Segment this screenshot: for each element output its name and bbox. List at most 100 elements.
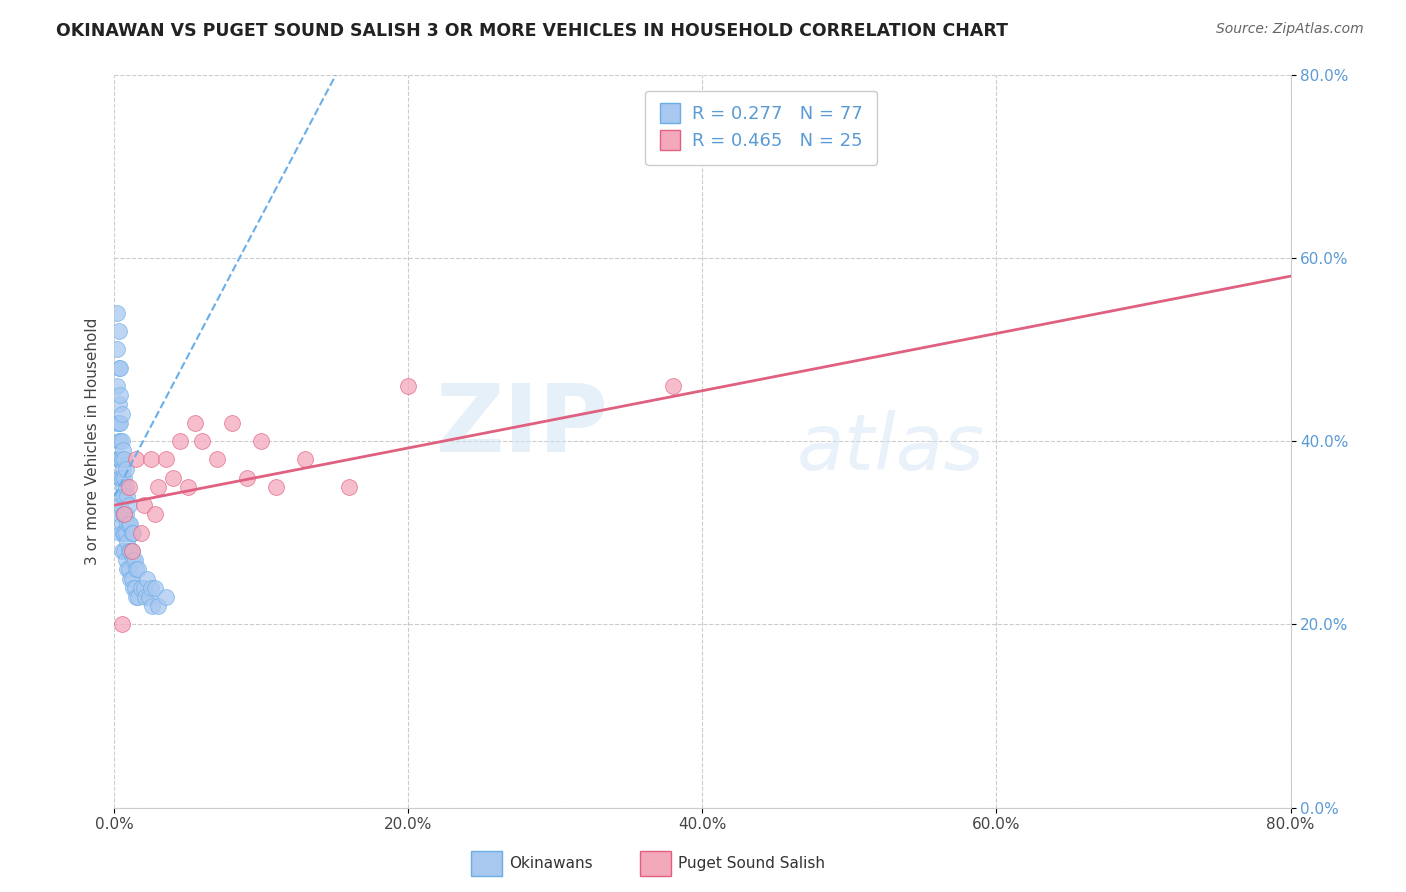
Point <box>115 461 138 475</box>
Text: Okinawans: Okinawans <box>509 856 592 871</box>
Point <box>121 544 143 558</box>
Point <box>177 480 200 494</box>
Point <box>145 508 167 522</box>
Point <box>107 471 129 485</box>
Point <box>118 562 141 576</box>
Point <box>107 416 129 430</box>
Point <box>107 324 129 338</box>
Point <box>120 544 142 558</box>
Point <box>117 516 139 531</box>
Point <box>125 590 148 604</box>
Point <box>235 471 257 485</box>
Point <box>162 471 184 485</box>
Point <box>111 461 134 475</box>
Text: Puget Sound Salish: Puget Sound Salish <box>678 856 825 871</box>
Point <box>117 489 139 503</box>
Point <box>184 416 207 430</box>
Point <box>169 434 191 449</box>
Point <box>107 434 129 449</box>
Point <box>108 525 131 540</box>
Text: OKINAWAN VS PUGET SOUND SALISH 3 OR MORE VEHICLES IN HOUSEHOLD CORRELATION CHART: OKINAWAN VS PUGET SOUND SALISH 3 OR MORE… <box>56 22 1008 40</box>
Point <box>127 590 149 604</box>
Point <box>125 562 148 576</box>
Point <box>114 544 136 558</box>
Point <box>662 379 685 393</box>
Point <box>115 480 138 494</box>
Point <box>108 388 131 402</box>
Point <box>107 508 129 522</box>
Point <box>294 452 316 467</box>
Point <box>118 498 141 512</box>
Point <box>124 553 146 567</box>
Point <box>111 525 134 540</box>
Legend: R = 0.277   N = 77, R = 0.465   N = 25: R = 0.277 N = 77, R = 0.465 N = 25 <box>645 91 877 165</box>
Point <box>129 581 152 595</box>
Point <box>132 498 155 512</box>
Y-axis label: 3 or more Vehicles in Household: 3 or more Vehicles in Household <box>86 318 100 565</box>
Point <box>115 553 138 567</box>
Text: ZIP: ZIP <box>436 380 609 473</box>
Point <box>139 452 162 467</box>
Point <box>111 508 134 522</box>
Point <box>114 508 136 522</box>
Point <box>115 525 138 540</box>
Point <box>122 581 145 595</box>
Point <box>127 562 149 576</box>
Point <box>135 572 157 586</box>
Point <box>125 452 148 467</box>
Point <box>121 525 143 540</box>
Point <box>111 480 134 494</box>
Point <box>120 572 142 586</box>
Point <box>205 452 228 467</box>
Point <box>110 516 132 531</box>
Point <box>110 489 132 503</box>
Point <box>105 379 128 393</box>
Point <box>122 553 145 567</box>
Point <box>124 581 146 595</box>
Point <box>121 572 143 586</box>
Point <box>396 379 419 393</box>
Point <box>122 525 145 540</box>
Point <box>110 617 132 632</box>
Point <box>264 480 287 494</box>
Point <box>118 544 141 558</box>
Point <box>114 471 136 485</box>
Point <box>121 544 143 558</box>
Point <box>134 590 156 604</box>
Point <box>148 480 170 494</box>
Point <box>221 416 243 430</box>
Point <box>111 443 134 458</box>
Point <box>132 581 155 595</box>
Point <box>155 452 177 467</box>
Point <box>250 434 273 449</box>
Point <box>110 452 132 467</box>
Point <box>107 452 129 467</box>
Point <box>155 590 177 604</box>
Point <box>105 343 128 357</box>
Text: atlas: atlas <box>797 410 984 486</box>
Point <box>115 508 138 522</box>
Point <box>114 508 136 522</box>
Point <box>105 452 128 467</box>
Point <box>120 516 142 531</box>
Point <box>108 452 131 467</box>
Point <box>110 407 132 421</box>
Point <box>339 480 361 494</box>
Point <box>105 416 128 430</box>
Point <box>139 581 162 595</box>
Point <box>191 434 214 449</box>
Point <box>110 544 132 558</box>
Point <box>110 434 132 449</box>
Point <box>141 599 163 613</box>
Point <box>138 590 160 604</box>
Point <box>110 471 132 485</box>
Point <box>117 535 139 549</box>
Point <box>107 397 129 411</box>
Point <box>105 306 128 320</box>
Point <box>145 581 167 595</box>
Point <box>108 471 131 485</box>
Point <box>108 360 131 375</box>
Point <box>108 434 131 449</box>
Point <box>118 480 141 494</box>
Point <box>114 489 136 503</box>
